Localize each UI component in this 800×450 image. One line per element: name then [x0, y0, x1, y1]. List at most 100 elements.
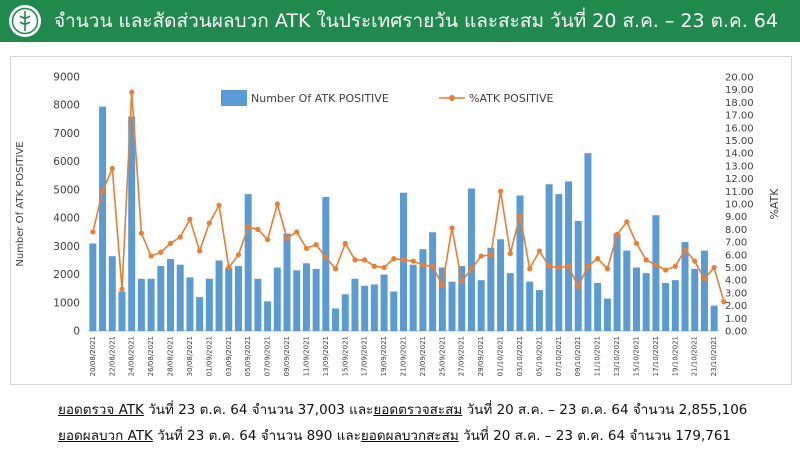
bar [380, 274, 388, 331]
bar [254, 278, 262, 331]
y2-tick-label: 0.00 [725, 327, 747, 338]
x-tick-label: 15/10/2021 [633, 336, 641, 376]
x-tick-label: 03/10/2021 [516, 336, 524, 376]
pct-marker [565, 263, 572, 269]
x-tick-label: 11/09/2021 [302, 336, 310, 376]
pct-marker [197, 248, 203, 254]
pct-marker [721, 299, 727, 305]
bar [225, 267, 233, 331]
y2-tick-label: 17.00 [725, 111, 754, 122]
pct-marker [158, 249, 164, 255]
y2-axis-title: %ATK [768, 188, 781, 220]
bar [167, 259, 175, 331]
pct-marker [468, 266, 475, 272]
pct-marker [507, 250, 513, 257]
bar [467, 188, 475, 331]
bar [196, 297, 204, 331]
pct-marker [323, 254, 329, 260]
y2-tick-label: 19.00 [725, 85, 754, 96]
pct-marker [653, 262, 659, 268]
x-tick-label: 13/09/2021 [322, 336, 330, 376]
pct-marker [264, 236, 271, 243]
footer-positive-cum-label: ยอดผลบวกสะสม [360, 428, 459, 444]
bar [273, 267, 281, 331]
y2-tick-label: 3.00 [725, 288, 747, 299]
pct-marker [216, 202, 222, 208]
pct-marker [187, 216, 193, 222]
y2-tick-label: 8.00 [725, 225, 747, 236]
x-tick-label: 24/08/2021 [128, 336, 136, 376]
footer-tests-label: ยอดตรวจ ATK [58, 402, 144, 418]
pct-line [92, 92, 725, 303]
bar [429, 232, 437, 331]
pct-marker [294, 229, 300, 235]
bar [351, 278, 359, 331]
pct-marker [420, 262, 426, 268]
pct-marker [303, 245, 310, 252]
y-tick-label: 4000 [53, 213, 80, 225]
y2-tick-label: 4.00 [725, 276, 747, 287]
pct-marker [313, 242, 319, 248]
bar [186, 277, 194, 331]
bar [283, 233, 291, 331]
bar [205, 278, 213, 331]
bar [671, 280, 679, 331]
y-tick-label: 9000 [53, 72, 80, 84]
y2-tick-label: 13.00 [725, 161, 754, 172]
atk-chart: 0 1000 2000 3000 4000 5000 6000 7000 8000 9000 0.0… [15, 72, 781, 377]
bar [642, 273, 650, 331]
pct-marker [138, 230, 144, 236]
pct-marker [459, 278, 465, 285]
x-tick-label: 05/09/2021 [244, 336, 252, 376]
y2-tick-label: 9.00 [725, 212, 747, 223]
header-bar: จำนวน และสัดส่วนผลบวก ATK ในประเทศรายวัน… [0, 0, 800, 42]
x-tick-label: 21/10/2021 [691, 336, 699, 376]
ministry-logo-icon [9, 5, 41, 37]
x-tick-label: 29/09/2021 [477, 336, 485, 376]
bar [302, 263, 310, 331]
x-tick-label: 19/10/2021 [671, 336, 679, 376]
bar [147, 278, 155, 331]
y2-tick-label: 1.00 [725, 314, 747, 325]
bar [409, 264, 417, 331]
bar [574, 220, 582, 331]
legend-line-label: %ATK POSITIVE [469, 92, 554, 105]
bar [594, 283, 602, 331]
pct-marker [430, 263, 436, 269]
bar [632, 267, 640, 331]
pct-marker [167, 240, 174, 246]
bar [535, 290, 543, 331]
x-tick-label: 20/08/2021 [89, 336, 97, 376]
pct-marker [497, 188, 504, 194]
bar [526, 281, 534, 331]
bar [584, 153, 592, 331]
pct-marker [663, 267, 669, 273]
y-tick-label: 3000 [53, 241, 80, 253]
y-tick-label: 5000 [53, 184, 80, 196]
pct-marker [352, 257, 358, 263]
bar [137, 278, 145, 331]
y2-tick-label: 11.00 [725, 187, 754, 198]
x-tick-label: 25/09/2021 [438, 336, 446, 376]
bar [264, 301, 272, 331]
bar [652, 215, 660, 331]
legend-line-marker [449, 95, 455, 101]
pct-marker [488, 252, 494, 258]
x-tick-label: 21/09/2021 [400, 336, 408, 376]
bar [312, 268, 320, 331]
footer-tests-daily: วันที่ 23 ต.ค. 64 จำนวน 37,003 และ [143, 402, 374, 418]
pct-marker [245, 224, 251, 230]
bar [681, 242, 689, 331]
y2-tick-label: 18.00 [725, 98, 754, 109]
pct-marker [90, 229, 96, 235]
pct-marker [332, 266, 339, 272]
footer-positive-label: ยอดผลบวก ATK [58, 428, 153, 444]
bar [662, 283, 670, 331]
bar [118, 291, 126, 331]
bar [332, 308, 340, 331]
bar [545, 184, 553, 331]
pct-marker [556, 264, 562, 271]
bar [613, 233, 621, 331]
bar [108, 256, 116, 331]
pct-marker [400, 257, 407, 263]
